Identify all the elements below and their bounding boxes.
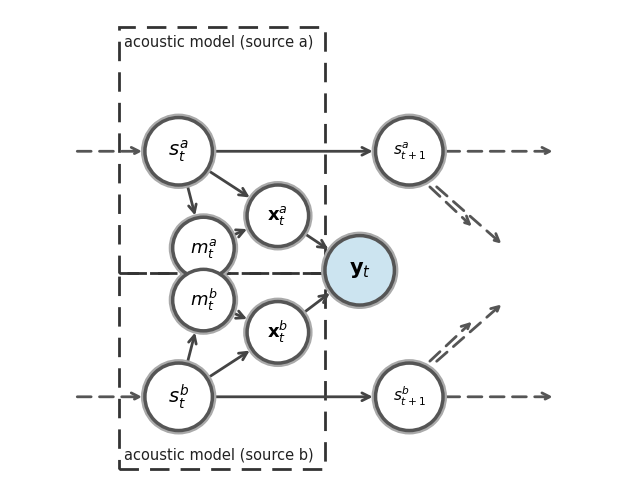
Circle shape bbox=[173, 217, 234, 279]
Text: $m_t^{b}$: $m_t^{b}$ bbox=[189, 287, 218, 313]
Circle shape bbox=[243, 298, 312, 367]
Text: $s_{t+1}^{a}$: $s_{t+1}^{a}$ bbox=[393, 141, 426, 162]
Text: $\mathbf{y}_t$: $\mathbf{y}_t$ bbox=[349, 260, 371, 280]
Text: acoustic model (source b): acoustic model (source b) bbox=[124, 447, 313, 462]
Circle shape bbox=[376, 363, 443, 431]
Circle shape bbox=[247, 302, 308, 363]
Circle shape bbox=[169, 265, 238, 335]
Circle shape bbox=[243, 181, 312, 250]
Text: acoustic model (source a): acoustic model (source a) bbox=[124, 35, 313, 50]
Circle shape bbox=[173, 269, 234, 331]
Circle shape bbox=[372, 359, 447, 434]
Circle shape bbox=[247, 185, 308, 247]
Bar bbox=[119, 273, 325, 469]
Circle shape bbox=[372, 114, 447, 189]
Circle shape bbox=[141, 114, 216, 189]
Circle shape bbox=[145, 363, 212, 431]
Bar bbox=[119, 27, 325, 273]
Circle shape bbox=[376, 118, 443, 185]
Text: $\mathbf{x}_t^{b}$: $\mathbf{x}_t^{b}$ bbox=[268, 319, 289, 345]
Circle shape bbox=[141, 359, 216, 434]
Circle shape bbox=[145, 118, 212, 185]
Text: $m_t^{a}$: $m_t^{a}$ bbox=[190, 237, 217, 259]
Circle shape bbox=[169, 213, 238, 283]
Text: $s_t^{b}$: $s_t^{b}$ bbox=[168, 382, 189, 411]
Text: $\mathbf{x}_t^{a}$: $\mathbf{x}_t^{a}$ bbox=[268, 204, 288, 227]
Circle shape bbox=[321, 232, 398, 309]
Circle shape bbox=[325, 236, 394, 305]
Text: $s_{t+1}^{b}$: $s_{t+1}^{b}$ bbox=[393, 385, 426, 408]
Text: $s_t^{a}$: $s_t^{a}$ bbox=[168, 138, 189, 164]
